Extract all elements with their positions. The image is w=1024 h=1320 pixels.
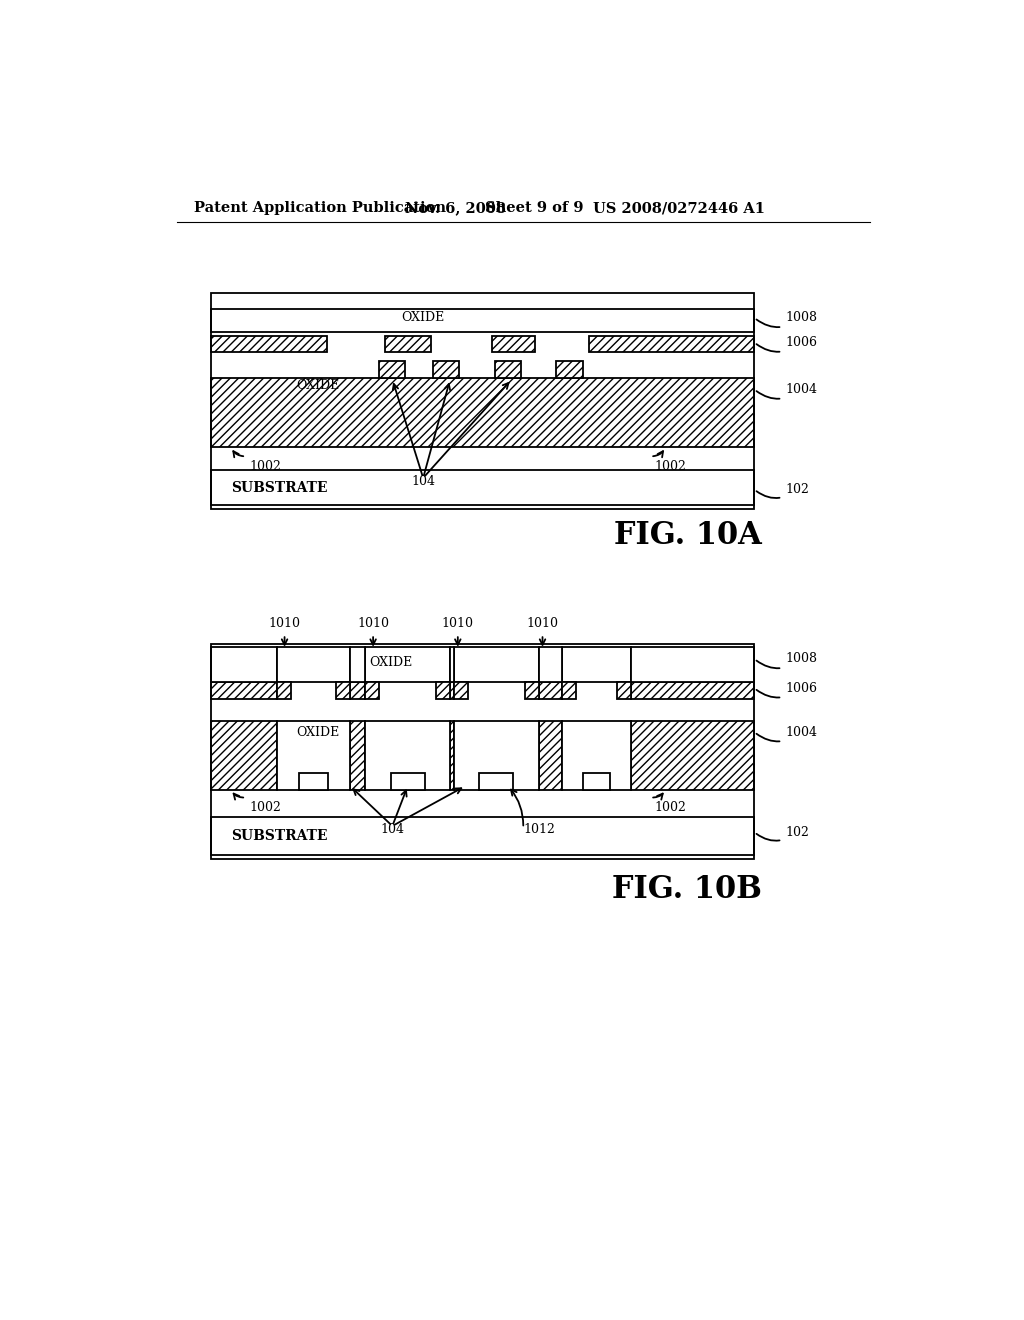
Bar	[495, 360, 521, 378]
Text: 1002: 1002	[250, 461, 282, 474]
Bar	[433, 360, 460, 378]
Bar	[631, 721, 755, 789]
Bar	[276, 647, 350, 682]
Text: 1010: 1010	[268, 618, 301, 631]
Text: 1002: 1002	[250, 801, 282, 814]
Bar	[211, 647, 276, 682]
Bar	[539, 721, 562, 789]
Text: 102: 102	[757, 825, 809, 841]
Bar	[451, 682, 454, 700]
Bar	[479, 774, 513, 789]
Bar	[562, 647, 631, 682]
Text: 1010: 1010	[526, 618, 558, 631]
Bar	[211, 682, 276, 700]
Bar	[211, 817, 755, 855]
Text: FIG. 10A: FIG. 10A	[614, 520, 762, 552]
Bar	[562, 682, 575, 700]
Bar	[539, 647, 562, 682]
Text: 1008: 1008	[757, 312, 817, 327]
Text: OXIDE: OXIDE	[401, 312, 444, 325]
Bar	[211, 378, 755, 447]
Bar	[366, 682, 379, 700]
Text: 1002: 1002	[654, 461, 686, 474]
Bar	[454, 647, 539, 682]
Bar	[211, 309, 755, 331]
Bar	[391, 774, 425, 789]
Text: Sheet 9 of 9: Sheet 9 of 9	[484, 202, 584, 215]
Text: US 2008/0272446 A1: US 2008/0272446 A1	[593, 202, 765, 215]
Text: 102: 102	[757, 483, 809, 498]
Text: 1012: 1012	[523, 824, 555, 837]
Bar	[631, 682, 755, 700]
Text: 104: 104	[412, 475, 435, 488]
Bar	[276, 721, 350, 789]
Bar	[454, 721, 539, 789]
Bar	[583, 774, 610, 789]
Bar	[451, 721, 454, 789]
Bar	[366, 721, 451, 789]
Text: SUBSTRATE: SUBSTRATE	[230, 829, 327, 843]
Bar	[366, 647, 451, 682]
Text: OXIDE: OXIDE	[296, 379, 339, 392]
Bar	[436, 682, 451, 700]
Text: Nov. 6, 2008: Nov. 6, 2008	[406, 202, 506, 215]
Text: Patent Application Publication: Patent Application Publication	[194, 202, 445, 215]
Bar	[350, 682, 366, 700]
Text: 1006: 1006	[757, 335, 817, 352]
Bar	[524, 682, 539, 700]
Bar	[211, 644, 755, 859]
Bar	[350, 721, 366, 789]
Bar	[350, 647, 366, 682]
Text: FIG. 10B: FIG. 10B	[612, 874, 762, 906]
Bar	[211, 470, 755, 504]
Bar	[589, 335, 755, 352]
Bar	[276, 682, 291, 700]
Bar	[631, 647, 755, 682]
Bar	[379, 360, 406, 378]
Text: SUBSTRATE: SUBSTRATE	[230, 480, 327, 495]
Bar	[454, 682, 468, 700]
Bar	[451, 647, 454, 682]
Text: 1008: 1008	[757, 652, 817, 668]
Bar	[336, 682, 350, 700]
Text: 1010: 1010	[357, 618, 389, 631]
Bar	[299, 774, 328, 789]
Bar	[617, 682, 631, 700]
Text: 1002: 1002	[654, 801, 686, 814]
Text: OXIDE: OXIDE	[296, 726, 339, 739]
Bar	[385, 335, 431, 352]
Bar	[556, 360, 583, 378]
Text: 1004: 1004	[757, 383, 817, 399]
Text: 104: 104	[380, 824, 404, 837]
Bar	[539, 682, 562, 700]
Bar	[211, 335, 327, 352]
Text: 1010: 1010	[441, 618, 474, 631]
Text: OXIDE: OXIDE	[370, 656, 413, 669]
Text: 1004: 1004	[757, 726, 817, 742]
Bar	[211, 293, 755, 508]
Bar	[493, 335, 535, 352]
Bar	[562, 721, 631, 789]
Bar	[211, 721, 276, 789]
Text: 1006: 1006	[757, 681, 817, 697]
